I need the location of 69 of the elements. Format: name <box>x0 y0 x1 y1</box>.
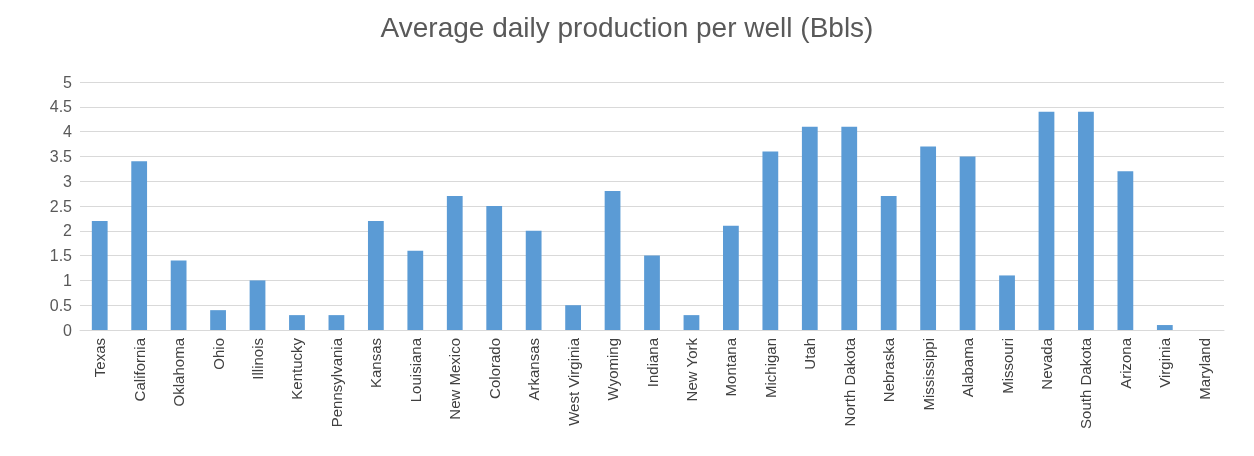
x-tick-label: Missouri <box>998 338 1016 394</box>
x-tick-label: Maryland <box>1195 338 1213 400</box>
y-tick-label: 4.5 <box>49 98 73 116</box>
y-tick-label: 3 <box>63 172 73 190</box>
x-tick-label: Nevada <box>1037 337 1055 390</box>
bar <box>841 126 858 330</box>
x-tick-label: Kentucky <box>288 337 306 400</box>
bar <box>1038 111 1055 330</box>
bar <box>1156 325 1173 330</box>
y-tick-label: 0 <box>63 321 73 339</box>
bar <box>249 280 266 330</box>
y-tick-label: 1 <box>63 271 73 289</box>
x-tick-label: Oklahoma <box>170 337 188 407</box>
bar <box>1117 171 1134 330</box>
x-tick-label: Ohio <box>209 338 227 370</box>
bar <box>289 315 305 330</box>
x-tick-label: Pennsylvania <box>327 337 345 428</box>
x-tick-label: Alabama <box>959 337 977 398</box>
bar <box>525 230 542 330</box>
x-tick-label: Nebraska <box>880 337 898 403</box>
x-tick-label: Montana <box>722 337 740 397</box>
x-tick-label: Arkansas <box>525 338 543 401</box>
bar <box>920 146 937 330</box>
x-tick-label: California <box>130 337 148 402</box>
bar <box>880 196 897 330</box>
x-tick-label: West Virginia <box>564 337 582 426</box>
bar <box>486 206 503 330</box>
y-tick-label: 5 <box>63 73 73 91</box>
bar <box>210 310 226 330</box>
x-tick-label: Illinois <box>249 338 267 380</box>
x-tick-label: Indiana <box>643 337 661 388</box>
bar <box>407 250 424 330</box>
x-tick-label: Colorado <box>485 338 503 399</box>
x-tick-label: New Mexico <box>446 338 464 420</box>
y-tick-label: 1.5 <box>49 247 73 265</box>
x-tick-label: Wyoming <box>604 338 622 401</box>
bar <box>801 126 818 330</box>
bar <box>367 220 384 330</box>
bar <box>446 196 463 330</box>
bar <box>328 315 345 330</box>
bar <box>762 151 779 330</box>
bar <box>1078 111 1094 330</box>
x-tick-label: Michigan <box>761 338 779 399</box>
bar <box>170 260 187 330</box>
chart-title: Average daily production per well (Bbls) <box>380 11 874 43</box>
x-tick-label: Louisiana <box>406 337 424 403</box>
bar <box>91 220 108 330</box>
bar <box>604 191 621 330</box>
x-tick-label: Texas <box>91 338 109 378</box>
x-tick-label: North Dakota <box>840 337 858 427</box>
x-tick-label: Utah <box>801 338 819 370</box>
x-tick-label: Mississippi <box>919 338 937 411</box>
bar <box>683 315 700 330</box>
bar <box>644 255 660 330</box>
y-tick-label: 2.5 <box>49 197 73 215</box>
y-tick-label: 3.5 <box>49 147 73 165</box>
x-tick-label: Arizona <box>1116 337 1134 389</box>
bar <box>131 161 148 330</box>
y-tick-label: 2 <box>63 222 73 240</box>
x-tick-label: New York <box>682 337 700 402</box>
x-tick-label: Kansas <box>367 338 385 389</box>
y-tick-label: 4 <box>63 123 73 141</box>
bar <box>565 305 581 330</box>
bar <box>959 156 976 330</box>
y-tick-label: 0.5 <box>49 296 73 314</box>
x-tick-label: South Dakota <box>1077 337 1095 429</box>
bar <box>999 275 1015 330</box>
bar <box>723 225 739 330</box>
x-tick-label: Virginia <box>1156 337 1174 388</box>
